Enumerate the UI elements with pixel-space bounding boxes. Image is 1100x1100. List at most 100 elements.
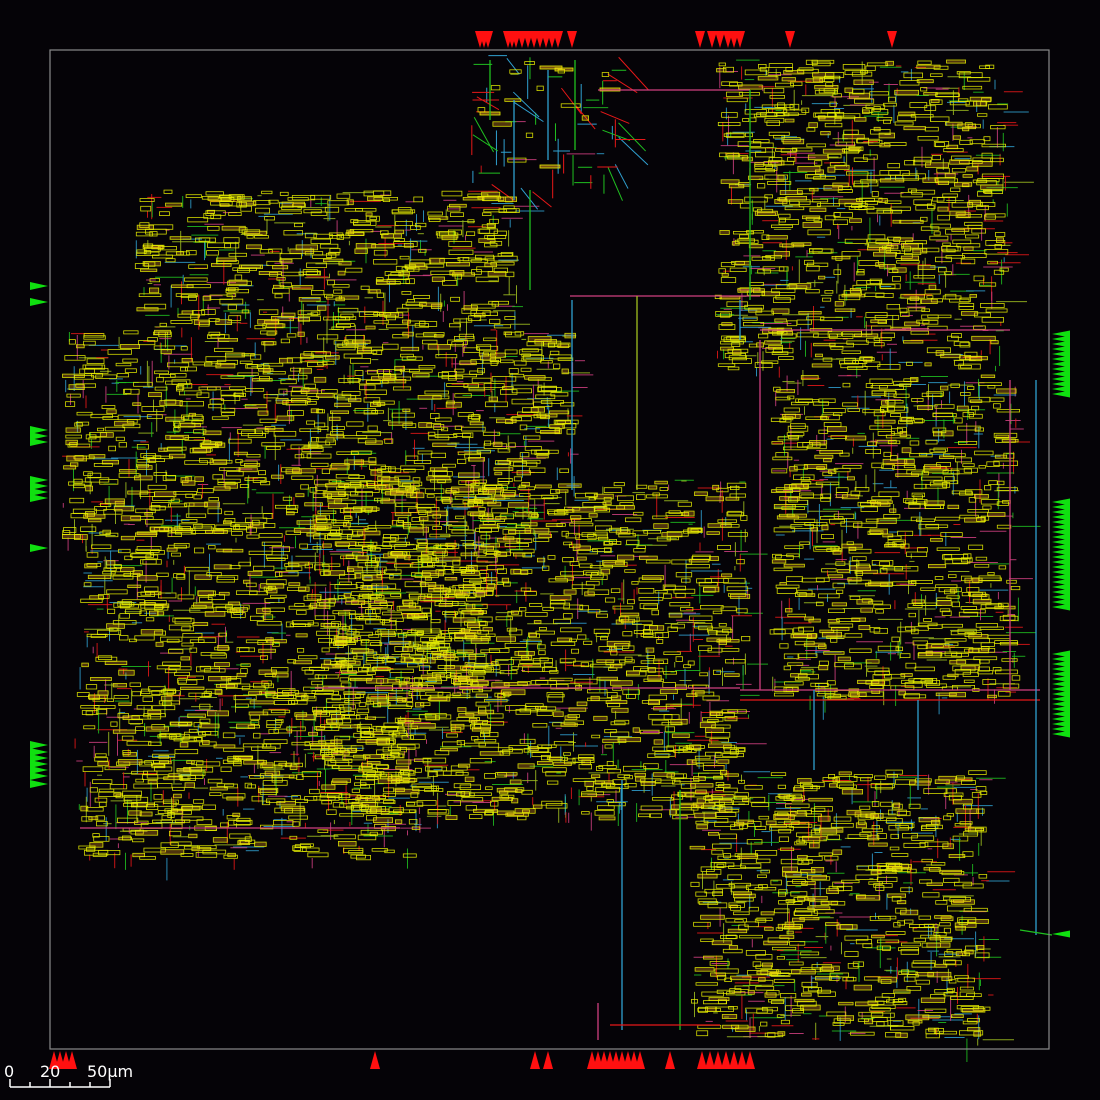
bottom-io-pin: [370, 1051, 380, 1069]
right-io-pin: [1052, 720, 1070, 728]
bottom-io-pin: [713, 1051, 723, 1069]
top-io-pin: [567, 31, 577, 48]
top-io-pin: [483, 31, 493, 48]
left-io-pin: [30, 766, 48, 774]
right-io-pin: [1052, 598, 1070, 606]
right-io-pin: [1052, 548, 1070, 556]
right-io-pin: [1052, 350, 1070, 358]
right-io-pin: [1052, 705, 1070, 713]
io-pins: [30, 31, 1070, 1069]
right-io-pin: [1052, 558, 1070, 566]
trunk-wire: [1019, 929, 1053, 936]
top-io-pin: [695, 31, 705, 48]
bottom-io-pin: [737, 1051, 747, 1069]
right-io-pin: [1052, 695, 1070, 703]
right-io-pin: [1052, 528, 1070, 536]
scale-label-20: 20: [40, 1062, 60, 1081]
right-io-pin: [1052, 508, 1070, 516]
right-io-pin: [1052, 503, 1070, 511]
right-io-pin: [1052, 588, 1070, 596]
right-io-pin: [1052, 725, 1070, 733]
right-io-pin: [1052, 533, 1070, 541]
right-io-pin: [1052, 710, 1070, 718]
right-io-pin: [1052, 583, 1070, 591]
left-io-pin: [30, 544, 48, 552]
left-io-pin: [30, 748, 48, 756]
cell-cluster-cluster-right-top: [714, 59, 1009, 371]
left-io-pin: [30, 488, 48, 496]
right-io-pin: [1052, 330, 1070, 338]
top-io-pin: [887, 31, 897, 48]
cell-cluster-cluster-right-bottom: [689, 769, 991, 1039]
left-io-pin: [30, 432, 48, 440]
right-io-pin: [1052, 390, 1070, 398]
cluster-wires-cluster-right-middle: [772, 374, 1041, 720]
bottom-io-pin: [665, 1051, 675, 1069]
right-io-pin: [1052, 543, 1070, 551]
right-io-pin: [1052, 355, 1070, 363]
left-io-pin: [30, 438, 48, 446]
right-io-pin: [1052, 365, 1070, 373]
right-io-pin: [1052, 385, 1070, 393]
right-io-pin: [1052, 665, 1070, 673]
right-io-pin: [1052, 335, 1070, 343]
right-io-pin: [1052, 523, 1070, 531]
right-io-pin: [1052, 655, 1070, 663]
left-io-pin: [30, 426, 48, 434]
right-io-pin: [1052, 700, 1070, 708]
right-io-pin: [1052, 498, 1070, 506]
right-io-pin: [1052, 345, 1070, 353]
right-io-pin: [1052, 573, 1070, 581]
left-io-pin: [30, 760, 48, 768]
cell-cluster-cluster-right-middle: [769, 374, 1021, 700]
right-io-pin: [1052, 685, 1070, 693]
scale-label-0: 0: [4, 1062, 14, 1081]
scale-bar: 0 20 50µm: [4, 1062, 133, 1088]
right-io-pin: [1052, 650, 1070, 658]
right-io-pin: [1052, 930, 1070, 938]
right-io-pin: [1052, 553, 1070, 561]
bottom-io-pin: [635, 1051, 645, 1069]
right-io-pin: [1052, 603, 1070, 611]
right-io-pin: [1052, 360, 1070, 368]
die-boundary: [49, 49, 1050, 1050]
left-io-pin: [30, 298, 48, 306]
left-io-pin: [30, 780, 48, 788]
right-io-pin: [1052, 660, 1070, 668]
bottom-io-pin: [530, 1051, 540, 1069]
bottom-io-pin: [67, 1051, 77, 1069]
left-io-pin: [30, 476, 48, 484]
bottom-io-pin: [543, 1051, 553, 1069]
top-io-pin: [715, 31, 725, 48]
right-io-pin: [1052, 563, 1070, 571]
left-io-pin: [30, 754, 48, 762]
top-io-pin: [707, 31, 717, 48]
left-io-pin: [30, 282, 48, 290]
cell-cluster-cluster-top-left-strip: [134, 189, 520, 330]
right-io-pin: [1052, 380, 1070, 388]
cell-cluster-cluster-top-column: [477, 61, 610, 163]
bottom-io-pin: [697, 1051, 707, 1069]
right-io-pin: [1052, 690, 1070, 698]
right-io-pin: [1052, 578, 1070, 586]
right-io-pin: [1052, 670, 1070, 678]
top-io-pin: [735, 31, 745, 48]
left-io-pin: [30, 741, 48, 749]
right-io-pin: [1052, 513, 1070, 521]
right-io-pin: [1052, 375, 1070, 383]
standard-cells: [62, 59, 1021, 1039]
right-io-pin: [1052, 675, 1070, 683]
right-io-pin: [1052, 538, 1070, 546]
right-io-pin: [1052, 568, 1070, 576]
left-io-pin: [30, 772, 48, 780]
bottom-io-pin: [729, 1051, 739, 1069]
right-io-pin: [1052, 680, 1070, 688]
top-io-pin: [553, 31, 563, 48]
right-io-pin: [1052, 730, 1070, 738]
bottom-io-pin: [745, 1051, 755, 1069]
long-route-trunks: [80, 60, 1053, 1040]
cell-cluster-cluster-center: [309, 479, 751, 821]
bottom-io-pin: [721, 1051, 731, 1069]
right-io-pin: [1052, 340, 1070, 348]
